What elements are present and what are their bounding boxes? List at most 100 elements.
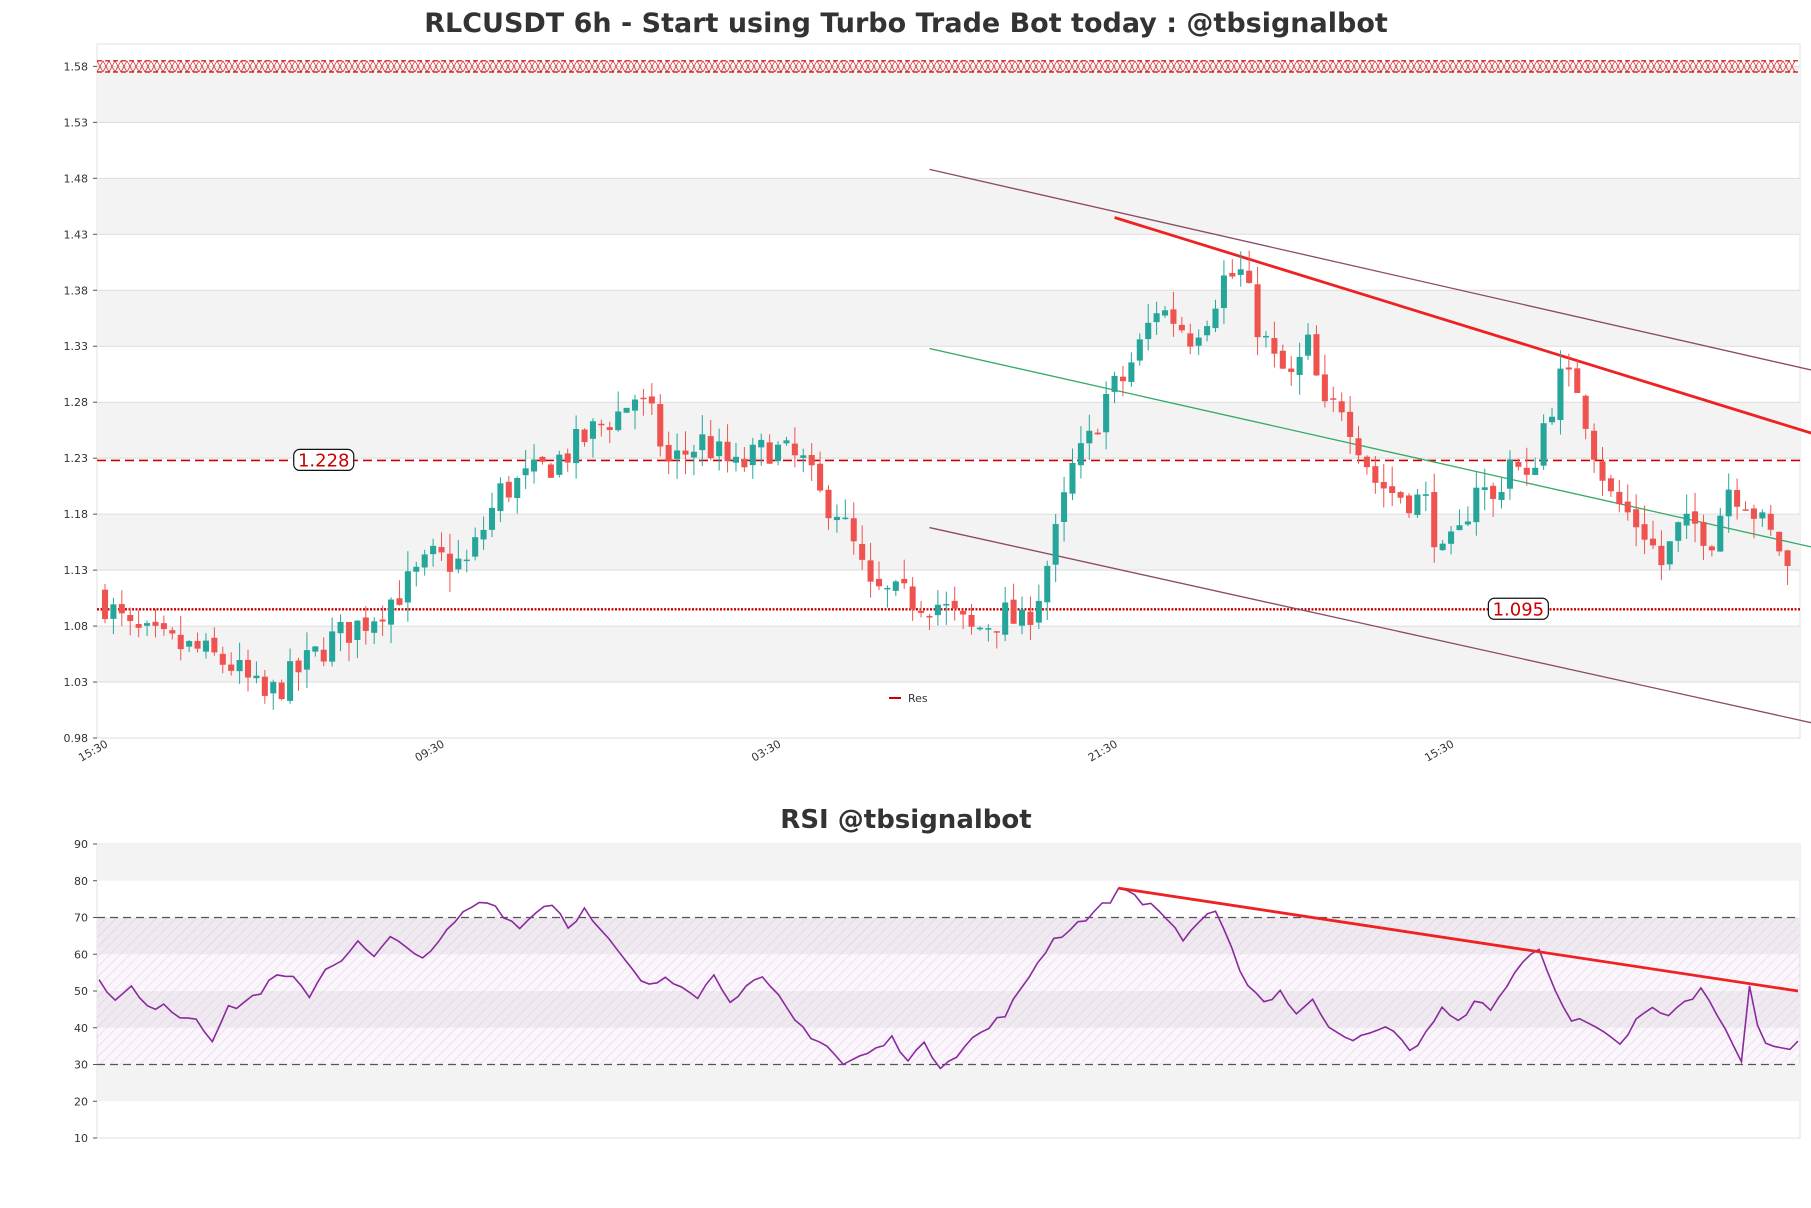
candle <box>825 485 832 530</box>
candle <box>236 642 243 684</box>
candle <box>1439 540 1446 551</box>
candle-body <box>1448 531 1455 544</box>
price-ytick-label: 1.28 <box>64 396 89 409</box>
candle-body <box>758 439 765 448</box>
candle <box>329 617 336 667</box>
candle <box>488 492 496 538</box>
candle <box>741 447 748 472</box>
candle <box>320 637 327 667</box>
candle <box>261 670 268 704</box>
candle-body <box>892 581 899 591</box>
candle-body <box>488 507 496 530</box>
candle <box>101 583 109 624</box>
candle <box>1700 514 1707 560</box>
rsi-zone-fill <box>97 917 1800 1065</box>
candle-body <box>1759 512 1766 519</box>
candle <box>345 621 353 662</box>
candle-body <box>177 634 184 650</box>
rsi-band <box>97 844 1800 881</box>
candle <box>278 679 285 701</box>
candle <box>202 633 209 659</box>
candle <box>463 549 470 573</box>
candle-body <box>766 442 773 464</box>
candle <box>1565 353 1572 387</box>
candle-body <box>1153 313 1160 323</box>
candle <box>808 443 815 481</box>
candle-body <box>1490 485 1497 499</box>
candle-body <box>1692 511 1699 524</box>
candle-body <box>1582 395 1589 429</box>
candle <box>699 415 706 467</box>
candle <box>1498 477 1505 509</box>
candle-body <box>253 675 260 679</box>
candle <box>1061 476 1068 542</box>
price-ytick-label: 1.08 <box>64 620 89 633</box>
candle-body <box>1675 522 1682 541</box>
rsi-band <box>97 991 1800 1028</box>
candle-body <box>1305 334 1312 356</box>
candle-body <box>1254 284 1261 338</box>
candle <box>1448 525 1455 555</box>
candle-body <box>371 621 378 633</box>
candle <box>1018 596 1026 635</box>
candle-body <box>1557 368 1564 420</box>
candle-body <box>1473 487 1480 523</box>
candle-body <box>1658 545 1665 566</box>
candle-body <box>732 456 739 463</box>
candle-body <box>312 646 319 652</box>
candle <box>623 407 630 413</box>
candle-body <box>1498 491 1505 501</box>
ceiling-hatch <box>96 60 1796 73</box>
candle <box>388 597 395 644</box>
candle <box>1473 472 1480 536</box>
price-band <box>97 290 1800 347</box>
rsi-ytick-label: 70 <box>74 912 88 925</box>
candle <box>472 527 479 561</box>
candle-body <box>287 661 294 701</box>
candle-body <box>615 411 622 431</box>
price-chart-bands <box>96 43 1801 739</box>
candle <box>631 394 639 430</box>
candle-body <box>362 617 369 631</box>
channel-mid-line <box>929 347 1811 548</box>
candle <box>1035 584 1042 629</box>
candle <box>1262 331 1270 348</box>
candle-body <box>1111 375 1118 392</box>
candle-body <box>1532 467 1539 475</box>
candle-body <box>480 529 487 540</box>
candle <box>1044 560 1051 621</box>
candlesticks <box>101 250 1791 710</box>
candle-body <box>1624 501 1631 513</box>
candle-body <box>909 586 916 610</box>
candle <box>1338 392 1345 422</box>
candle-body <box>1279 350 1286 369</box>
candle-body <box>1094 432 1101 435</box>
candle-body <box>1204 326 1211 336</box>
candle <box>1431 473 1438 563</box>
candle <box>1776 531 1783 556</box>
candle-body <box>236 659 243 672</box>
candle <box>1389 466 1396 507</box>
candle-body <box>631 399 639 411</box>
price-xtick-label: 09:30 <box>413 737 447 764</box>
candle <box>1405 493 1413 519</box>
candle <box>640 388 647 416</box>
price-ytick-label: 1.58 <box>64 60 89 73</box>
candle-body <box>606 427 613 431</box>
candle <box>581 428 588 447</box>
candle-body <box>497 483 504 512</box>
candle <box>943 591 950 625</box>
candle <box>833 504 840 533</box>
candle <box>800 448 807 473</box>
candle <box>1111 371 1118 404</box>
candle-body <box>463 559 470 562</box>
candle <box>783 436 790 446</box>
candle <box>1204 320 1211 342</box>
candle <box>817 451 824 493</box>
candle <box>1397 491 1404 504</box>
candle-body <box>674 450 681 459</box>
candle-body <box>1649 538 1657 546</box>
candle <box>1355 425 1362 464</box>
candle <box>1481 468 1488 511</box>
